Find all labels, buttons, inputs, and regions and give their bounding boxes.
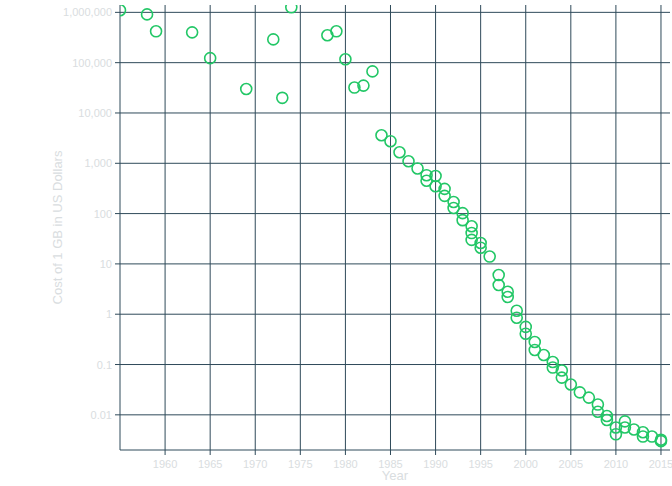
x-tick-label: 1980: [333, 458, 357, 470]
y-tick-label: 0.01: [91, 409, 112, 421]
y-tick-label: 10,000: [78, 107, 112, 119]
point: [565, 379, 576, 390]
x-tick: [660, 450, 661, 455]
x-tick: [615, 450, 616, 455]
y-grid-line: [120, 314, 670, 315]
x-axis-line: [120, 450, 670, 451]
x-tick: [165, 450, 166, 455]
y-tick-label: 100: [94, 208, 112, 220]
y-tick: [115, 364, 120, 365]
y-tick: [115, 112, 120, 113]
x-tick-label: 2000: [513, 458, 537, 470]
x-tick-label: 2010: [604, 458, 628, 470]
x-grid-line: [615, 5, 616, 450]
x-grid-line: [660, 5, 661, 450]
y-tick-label: 1: [106, 308, 112, 320]
point: [601, 414, 612, 425]
y-grid-line: [120, 364, 670, 365]
x-tick: [480, 450, 481, 455]
y-tick-label: 1,000: [84, 157, 112, 169]
point: [268, 34, 279, 45]
y-tick-label: 0.1: [97, 359, 112, 371]
point: [241, 83, 252, 94]
point: [358, 80, 369, 91]
x-tick: [435, 450, 436, 455]
x-tick: [345, 450, 346, 455]
point: [142, 9, 153, 20]
y-grid-line: [120, 163, 670, 164]
point: [502, 291, 513, 302]
point: [511, 312, 522, 323]
y-grid-line: [120, 12, 670, 13]
point: [367, 66, 378, 77]
x-tick-label: 1965: [198, 458, 222, 470]
x-grid-line: [210, 5, 211, 450]
x-tick: [525, 450, 526, 455]
y-tick: [115, 213, 120, 214]
x-tick-label: 1960: [153, 458, 177, 470]
y-axis-label: Cost of 1 GB in US Dollars: [50, 150, 65, 304]
background: [0, 0, 672, 486]
point: [331, 26, 342, 37]
y-grid-line: [120, 263, 670, 264]
x-grid-line: [300, 5, 301, 450]
x-tick-label: 1975: [288, 458, 312, 470]
point: [205, 53, 216, 64]
y-tick: [115, 414, 120, 415]
x-grid-line: [165, 5, 166, 450]
x-tick: [570, 450, 571, 455]
y-tick-label: 100,000: [72, 57, 112, 69]
y-tick-label: 1,000,000: [63, 6, 112, 18]
grid: [115, 5, 670, 455]
point: [340, 54, 351, 65]
y-grid-line: [120, 112, 670, 113]
y-tick: [115, 263, 120, 264]
point: [484, 251, 495, 262]
x-grid-line: [390, 5, 391, 450]
x-grid-line: [345, 5, 346, 450]
point: [394, 147, 405, 158]
x-grid-line: [570, 5, 571, 450]
y-tick: [115, 163, 120, 164]
x-tick-label: 2005: [559, 458, 583, 470]
points: [120, 5, 666, 447]
point: [520, 328, 531, 339]
x-tick: [390, 450, 391, 455]
point: [151, 26, 162, 37]
point: [475, 242, 486, 253]
point: [385, 136, 396, 147]
point: [187, 27, 198, 38]
x-grid-line: [525, 5, 526, 450]
point: [277, 92, 288, 103]
y-grid-line: [120, 62, 670, 63]
x-tick-label: 1995: [468, 458, 492, 470]
x-axis-label: Year: [382, 468, 409, 483]
x-grid-line: [435, 5, 436, 450]
y-axis-line: [120, 5, 121, 450]
x-tick-label: 2015: [649, 458, 672, 470]
x-tick: [210, 450, 211, 455]
chart: 0.01 0.1 1 10 100 1,000 10,000 100,000 1,000,000…: [0, 0, 672, 486]
x-grid-line: [480, 5, 481, 450]
y-tick: [115, 62, 120, 63]
x-tick: [255, 450, 256, 455]
point: [430, 170, 441, 181]
y-tick: [115, 314, 120, 315]
x-tick-label: 1990: [423, 458, 447, 470]
x-grid-line: [255, 5, 256, 450]
x-tick-label: 1970: [243, 458, 267, 470]
y-tick-label: 10: [100, 258, 112, 270]
y-grid-line: [120, 414, 670, 415]
point: [286, 5, 297, 13]
x-tick: [300, 450, 301, 455]
y-grid-line: [120, 213, 670, 214]
point: [655, 436, 666, 447]
y-tick: [115, 12, 120, 13]
point: [120, 5, 126, 16]
tick-labels: 0.01 0.1 1 10 100 1,000 10,000 100,000 1,000,000…: [63, 6, 672, 470]
